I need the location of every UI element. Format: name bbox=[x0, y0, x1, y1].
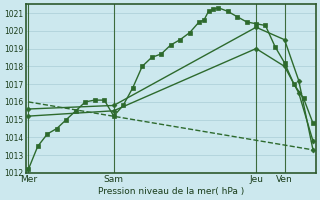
X-axis label: Pression niveau de la mer( hPa ): Pression niveau de la mer( hPa ) bbox=[98, 187, 244, 196]
